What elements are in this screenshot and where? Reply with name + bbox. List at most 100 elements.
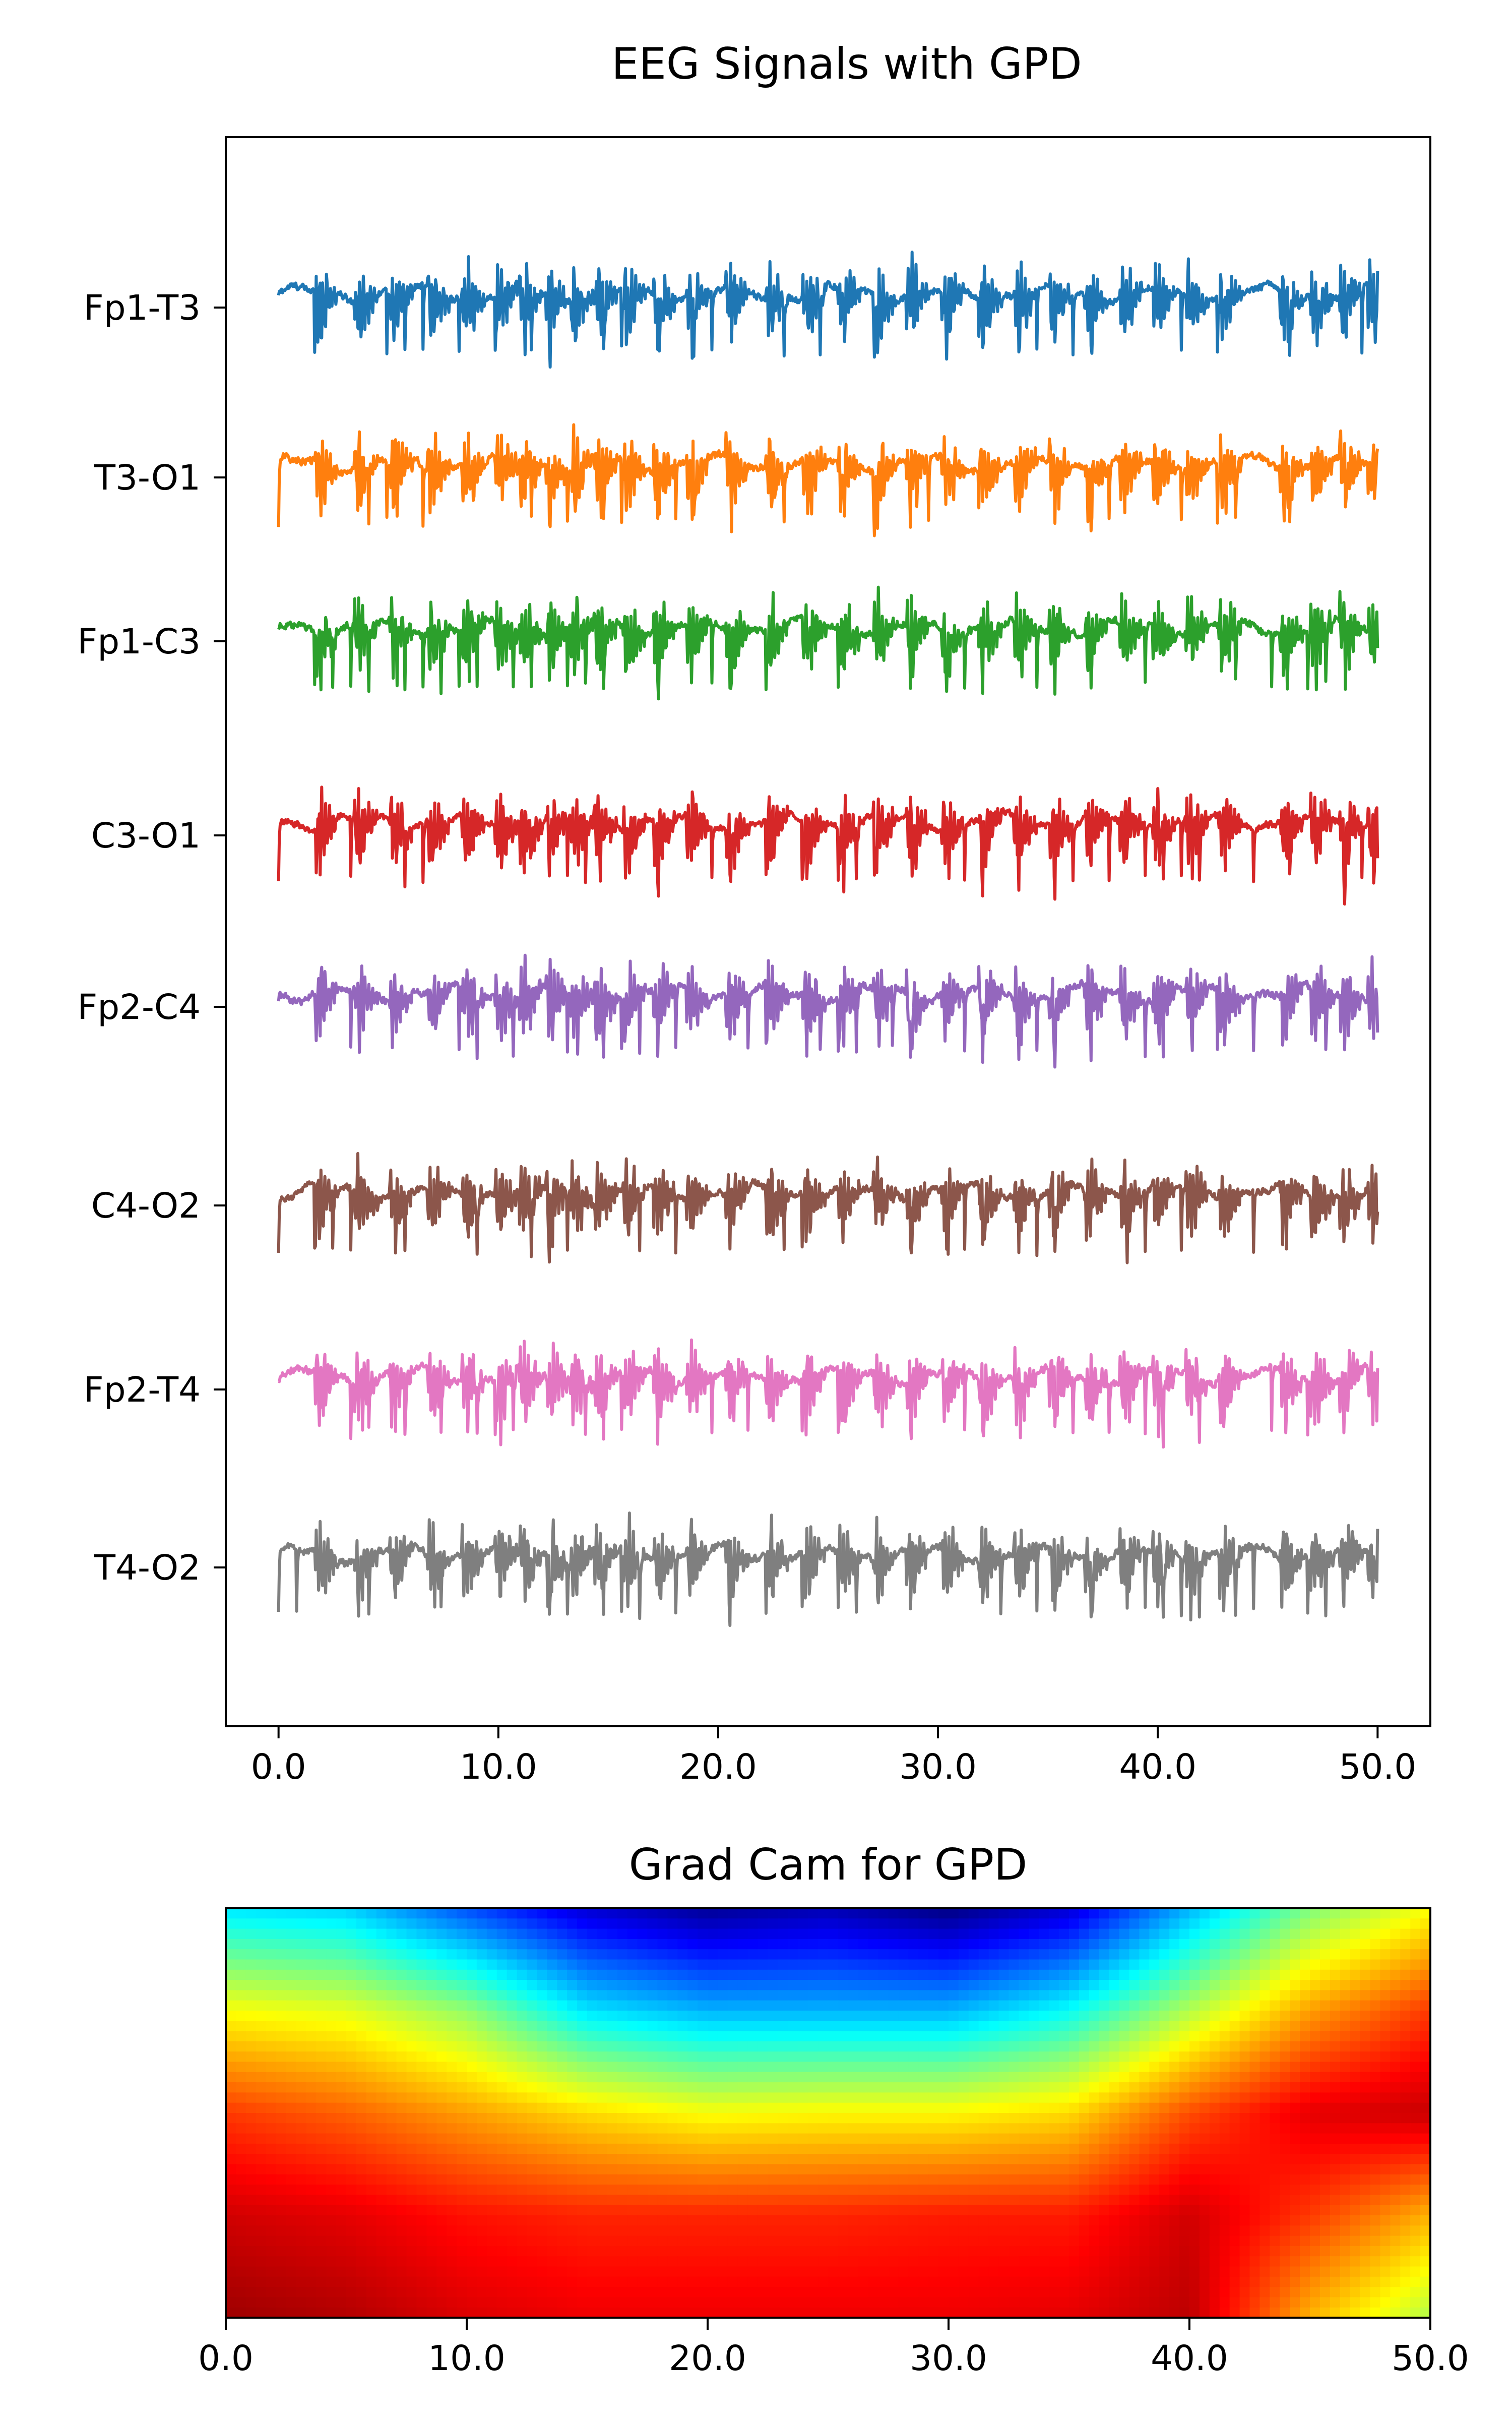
heatmap-cell (386, 2113, 397, 2124)
heatmap-cell (908, 2031, 919, 2042)
heatmap-cell (1259, 2246, 1271, 2257)
heatmap-cell (617, 2195, 628, 2206)
gradcam-chart-title: Grad Cam for GPD (629, 1840, 1028, 1890)
heatmap-cell (1239, 2000, 1250, 2011)
heatmap-cell (266, 2133, 277, 2144)
heatmap-cell (547, 2062, 558, 2073)
heatmap-cell (547, 2256, 558, 2267)
heatmap-cell (537, 1980, 548, 1991)
heatmap-cell (517, 2000, 528, 2011)
heatmap-cell (1319, 1918, 1331, 1929)
heatmap-cell (708, 2185, 718, 2196)
heatmap-cell (1089, 2021, 1100, 2032)
heatmap-cell (727, 2031, 738, 2042)
heatmap-cell (386, 2102, 397, 2113)
heatmap-cell (326, 1980, 337, 1991)
heatmap-cell (577, 2072, 588, 2083)
heatmap-cell (306, 2000, 317, 2011)
heatmap-cell (1109, 2133, 1120, 2144)
heatmap-cell (848, 2133, 859, 2144)
heatmap-cell (868, 2011, 879, 2022)
heatmap-cell (747, 2225, 759, 2236)
heatmap-cell (838, 2082, 849, 2093)
heatmap-cell (1229, 2246, 1240, 2257)
heatmap-cell (858, 2011, 869, 2022)
heatmap-cell (366, 2092, 377, 2103)
heatmap-cell (1280, 2123, 1290, 2134)
heatmap-cell (326, 2205, 337, 2216)
heatmap-cell (1319, 1990, 1331, 2001)
heatmap-cell (1129, 2266, 1140, 2277)
heatmap-cell (386, 1918, 397, 1929)
heatmap-cell (1199, 1928, 1210, 1940)
heatmap-cell (336, 2041, 347, 2052)
heatmap-cell (888, 2174, 899, 2185)
heatmap-cell (647, 2256, 658, 2267)
heatmap-cell (406, 2041, 417, 2052)
heatmap-cell (918, 2297, 929, 2308)
heatmap-cell (1009, 1980, 1020, 1991)
heatmap-cell (587, 1969, 598, 1980)
heatmap-cell (577, 2287, 588, 2298)
heatmap-cell (276, 2123, 287, 2134)
heatmap-cell (878, 2102, 889, 2113)
heatmap-cell (1280, 2092, 1290, 2103)
heatmap-cell (687, 2143, 698, 2154)
heatmap-cell (486, 2072, 497, 2083)
heatmap-cell (1239, 1990, 1250, 2001)
heatmap-cell (1380, 2123, 1391, 2134)
heatmap-cell (256, 2266, 267, 2277)
heatmap-cell (908, 2246, 919, 2257)
heatmap-cell (467, 1928, 477, 1940)
heatmap-cell (1249, 2062, 1261, 2073)
heatmap-cell (1360, 2164, 1371, 2175)
heatmap-cell (436, 2225, 447, 2236)
heatmap-cell (1360, 1969, 1371, 1980)
heatmap-cell (747, 2102, 759, 2113)
heatmap-cell (336, 2246, 347, 2257)
heatmap-cell (607, 2092, 618, 2103)
heatmap-cell (1219, 2307, 1230, 2318)
heatmap-cell (938, 1969, 949, 1980)
heatmap-cell (577, 2174, 588, 2185)
heatmap-cell (808, 2051, 818, 2063)
heatmap-cell (968, 2195, 979, 2206)
heatmap-cell (647, 2266, 658, 2277)
heatmap-cell (486, 2276, 497, 2287)
heatmap-cell (226, 1969, 236, 1980)
heatmap-cell (426, 1939, 437, 1950)
heatmap-cell (758, 2011, 769, 2022)
heatmap-cell (256, 2113, 267, 2124)
heatmap-cell (547, 1949, 558, 1960)
heatmap-cell (1390, 1959, 1401, 1970)
heatmap-cell (376, 2195, 387, 2206)
heatmap-cell (778, 2205, 789, 2216)
heatmap-cell (416, 2143, 427, 2154)
heatmap-cell (808, 1928, 818, 1940)
heatmap-cell (1199, 2082, 1210, 2093)
heatmap-cell (1179, 2164, 1190, 2175)
heatmap-cell (527, 1969, 538, 1980)
heatmap-cell (858, 1969, 869, 1980)
heatmap-cell (386, 2164, 397, 2175)
heatmap-cell (426, 1908, 437, 1919)
heatmap-cell (1079, 2205, 1090, 2216)
heatmap-cell (1069, 2021, 1080, 2032)
heatmap-cell (898, 2031, 909, 2042)
heatmap-cell (316, 2256, 327, 2267)
heatmap-cell (908, 2297, 919, 2308)
heatmap-cell (597, 2164, 608, 2175)
heatmap-cell (788, 1908, 799, 1919)
heatmap-cell (1280, 1990, 1290, 2001)
heatmap-cell (587, 1949, 598, 1960)
heatmap-cell (1009, 2143, 1020, 2154)
heatmap-cell (346, 2031, 357, 2042)
heatmap-cell (838, 2266, 849, 2277)
heatmap-cell (496, 2072, 508, 2083)
heatmap-cell (326, 2031, 337, 2042)
heatmap-cell (1149, 2092, 1160, 2103)
heatmap-cell (818, 2051, 829, 2063)
heatmap-cell (949, 1928, 959, 1940)
heatmap-cell (547, 2092, 558, 2103)
heatmap-cell (1199, 2102, 1210, 2113)
